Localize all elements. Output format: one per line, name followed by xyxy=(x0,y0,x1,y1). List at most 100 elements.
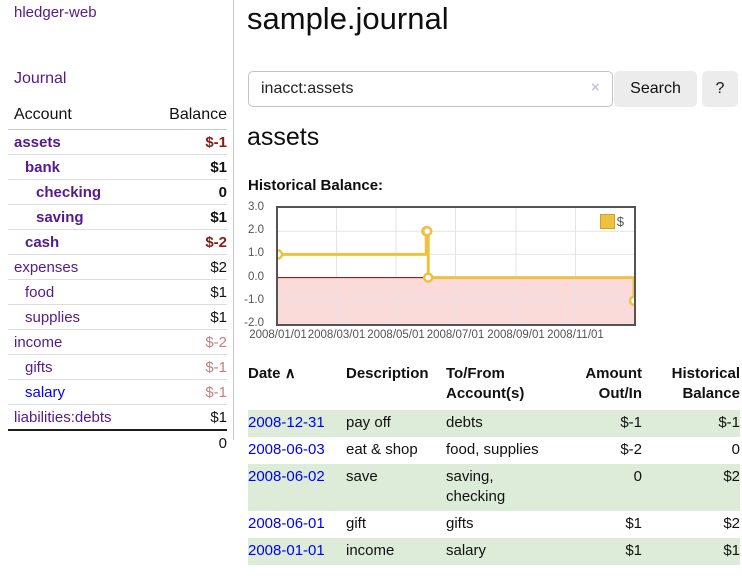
accounts-total-row: 0 xyxy=(8,429,227,455)
register-row: 2008-12-31 pay off debts $-1 $-1 xyxy=(248,410,740,437)
transaction-accounts: food, supplies xyxy=(446,441,539,458)
account-row: assets $-1 xyxy=(8,130,227,155)
sidebar-account-expenses[interactable]: expenses xyxy=(14,258,79,276)
transaction-date-link[interactable]: 2008-01-01 xyxy=(248,542,325,559)
account-balance: $-1 xyxy=(205,358,227,376)
register-row: 2008-06-01 gift gifts $1 $2 xyxy=(248,511,740,538)
clear-search-icon[interactable]: × xyxy=(591,79,600,96)
column-header-balance: Historical Balance xyxy=(671,365,740,402)
transaction-amount: $1 xyxy=(625,542,642,559)
transaction-balance: $-1 xyxy=(718,414,740,431)
sidebar-account-liabilities-debts[interactable]: liabilities:debts xyxy=(14,408,112,426)
account-balance: $1 xyxy=(210,158,227,176)
app-brand-link[interactable]: hledger-web xyxy=(14,4,97,21)
column-header-amount: Amount Out/In xyxy=(585,365,642,402)
register-row: 2008-06-03 eat & shop food, supplies $-2 0 xyxy=(248,437,740,464)
account-row: checking 0 xyxy=(8,180,227,205)
sidebar: hledger-web Journal Account Balance asse… xyxy=(0,0,234,452)
balance-chart-svg xyxy=(278,208,634,324)
sidebar-account-salary[interactable]: salary xyxy=(25,383,66,401)
transaction-date-link[interactable]: 2008-12-31 xyxy=(248,414,325,431)
search-input[interactable] xyxy=(248,71,613,107)
transaction-balance: $1 xyxy=(723,542,740,559)
register-table: Date ∧ Description To/From Account(s) Am… xyxy=(248,362,740,565)
account-row: liabilities:debts $1 xyxy=(8,405,227,429)
x-axis-tick-label: 2008/07/01 xyxy=(426,329,485,341)
sidebar-account-checking[interactable]: checking xyxy=(36,183,102,201)
account-balance: $1 xyxy=(210,308,227,326)
account-row: bank $1 xyxy=(8,155,227,180)
transaction-date-link[interactable]: 2008-06-02 xyxy=(248,468,325,485)
transaction-accounts: gifts xyxy=(446,515,474,532)
column-header-date[interactable]: Date ∧ xyxy=(248,362,346,410)
register-row: 2008-01-01 income salary $1 $1 xyxy=(248,538,740,565)
transaction-date-link[interactable]: 2008-06-03 xyxy=(248,441,325,458)
account-balance: $-2 xyxy=(205,333,227,351)
transaction-amount: 0 xyxy=(633,468,642,485)
x-axis-tick-label: 2008/09/01 xyxy=(487,329,545,341)
balance-chart: $ xyxy=(276,206,636,326)
account-row: cash $-2 xyxy=(8,230,227,255)
account-balance: $1 xyxy=(210,208,227,226)
register-body: 2008-12-31 pay off debts $-1 $-1 2008-06-03 ea… xyxy=(248,410,740,565)
sidebar-account-income[interactable]: income xyxy=(14,333,63,351)
sidebar-account-saving[interactable]: saving xyxy=(36,208,84,226)
legend-swatch-icon xyxy=(599,214,615,229)
account-row: supplies $1 xyxy=(8,305,227,330)
accounts-header-balance: Balance xyxy=(169,106,227,123)
transaction-description: save xyxy=(346,468,378,485)
sidebar-item-journal[interactable]: Journal xyxy=(14,70,67,87)
account-row: expenses $2 xyxy=(8,255,227,280)
account-row: gifts $-1 xyxy=(8,355,227,380)
accounts-header-account: Account xyxy=(14,106,72,123)
account-row: salary $-1 xyxy=(8,380,227,405)
help-button[interactable]: ? xyxy=(702,71,738,107)
sidebar-account-cash[interactable]: cash xyxy=(25,233,60,251)
transaction-description: income xyxy=(346,542,395,559)
column-header-date-label: Date xyxy=(248,365,281,382)
accounts-total-value: 0 xyxy=(218,434,227,452)
y-axis-tick-label: 3.0 xyxy=(248,201,264,213)
sidebar-account-bank[interactable]: bank xyxy=(25,158,61,176)
transaction-accounts: debts xyxy=(446,414,483,431)
transaction-date-link[interactable]: 2008-06-01 xyxy=(248,515,325,532)
y-axis-tick-label: -2.0 xyxy=(244,317,264,329)
sidebar-account-food[interactable]: food xyxy=(25,283,55,301)
account-balance: $2 xyxy=(210,258,227,276)
sort-ascending-icon: ∧ xyxy=(284,365,296,382)
account-balance: 0 xyxy=(218,183,227,201)
accounts-header: Account Balance xyxy=(8,104,227,130)
chart-heading: Historical Balance: xyxy=(248,177,384,194)
sidebar-account-assets[interactable]: assets xyxy=(14,133,61,151)
transaction-accounts: salary xyxy=(446,542,487,559)
transaction-description: pay off xyxy=(346,414,391,431)
y-axis-tick-label: 1.0 xyxy=(248,247,264,260)
transaction-balance: $2 xyxy=(723,468,740,485)
legend-series-label: $ xyxy=(616,214,624,229)
x-axis-tick-label: 2008/03/01 xyxy=(307,329,366,341)
sidebar-account-gifts[interactable]: gifts xyxy=(25,358,53,376)
x-axis-tick-label: 2008/01/01 xyxy=(249,329,307,341)
chart-y-axis-labels: 3.0 2.0 1.0 0.0 -1.0 -2.0 xyxy=(226,201,270,329)
account-balance: $1 xyxy=(210,408,227,426)
transaction-amount: $1 xyxy=(625,515,642,532)
column-header-accounts: To/From Account(s) xyxy=(446,365,525,402)
transaction-balance: $2 xyxy=(723,515,740,532)
y-axis-tick-label: 0.0 xyxy=(248,270,264,283)
column-header-description: Description xyxy=(346,365,429,382)
register-row: 2008-06-02 save saving, checking 0 $2 xyxy=(248,464,740,511)
chart-legend: $ xyxy=(597,213,626,230)
account-balance: $-2 xyxy=(205,233,227,251)
transaction-balance: 0 xyxy=(731,441,740,458)
account-balance: $-1 xyxy=(205,383,227,401)
transaction-amount: $-2 xyxy=(620,441,642,458)
sidebar-account-supplies[interactable]: supplies xyxy=(25,308,81,326)
transaction-accounts: saving, checking xyxy=(446,468,506,505)
search-button[interactable]: Search xyxy=(614,71,697,107)
x-axis-tick-label: 2008/05/01 xyxy=(367,329,425,341)
account-row: food $1 xyxy=(8,280,227,305)
chart-x-axis-labels: 2008/01/01 2008/03/01 2008/05/01 2008/07/01… xyxy=(249,329,638,345)
account-balance: $-1 xyxy=(205,133,227,151)
account-balance: $1 xyxy=(210,283,227,301)
